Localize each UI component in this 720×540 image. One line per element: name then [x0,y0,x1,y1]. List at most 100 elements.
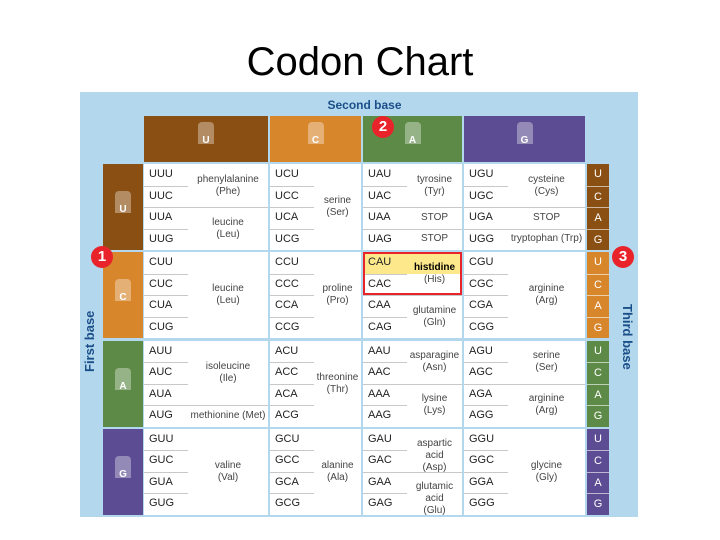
amino-acid-label: alanine (Ala) [314,460,361,484]
amino-acid-name: tryptophan (Trp) [510,233,583,245]
amino-acid-name: valine [214,459,242,471]
codon-cgc: CGC [469,277,494,290]
codon-divider [144,471,188,473]
codon-cac: CAC [368,277,392,290]
second-base-label: Second base [144,94,585,116]
codon-divider [363,273,407,275]
amino-acid-label: methionine (Met) [188,410,268,422]
amino-acid-label: lysine (Lys) [407,393,462,417]
amino-acid-label: arginine (Arg) [508,393,585,417]
amino-acid-name: asparagine [409,350,460,362]
amino-acid-name: lysine [421,393,448,405]
codon-divider [270,273,314,275]
codon-cgg: CGG [469,320,495,333]
codon-guc: GUC [149,454,174,467]
codon-divider [144,362,188,364]
nucleotide-icon [307,122,324,144]
amino-acid-abbr: (His) [423,273,446,285]
codon-cua: CUA [149,299,173,312]
codon-auu: AUU [149,344,173,357]
amino-acid-abbr: (Asp) [422,462,447,474]
amino-acid-label: leucine (Leu) [188,283,268,307]
codon-divider [270,316,314,318]
amino-acid-name: alanine [321,459,354,471]
amino-acid-name: tyrosine [416,173,452,185]
amino-acid-divider [508,207,585,208]
first-base-letter: G [119,468,127,480]
amino-acid-label: arginine (Arg) [508,283,585,307]
codon-divider [270,450,314,452]
amino-acid-label: aspartic acid (Asp) [407,438,462,474]
amino-acid-abbr: (Gln) [423,316,446,328]
codon-divider [144,273,188,275]
codon-ggu: GGU [469,432,495,445]
codon-divider [363,405,407,407]
codon-gga: GGA [469,475,494,488]
amino-acid-name: phenylalanine [197,173,259,185]
first-base-letter: U [119,204,127,215]
amino-acid-abbr: (Ser) [535,362,558,374]
nucleotide-icon [115,279,131,302]
codon-gau: GAU [368,432,392,445]
amino-acid-label: cysteine (Cys) [508,174,585,198]
amino-acid-label: STOP [508,212,585,224]
codon-ucg: UCG [275,232,300,245]
codon-divider [363,471,407,473]
codon-uca: UCA [275,211,299,223]
nucleotide-icon [115,455,131,478]
codon-divider [363,185,407,187]
codon-guu: GUU [149,432,174,445]
codon-divider [144,316,188,318]
amino-acid-name: methionine (Met) [190,409,266,421]
codon-ccu: CCU [275,256,299,269]
codon-agu: AGU [469,344,493,357]
first-base-letter: C [119,292,127,304]
codon-divider [270,207,314,208]
codon-acc: ACC [275,366,299,379]
amino-acid-abbr: (Leu) [216,295,240,307]
codon-ucc: UCC [275,189,299,202]
codon-uua: UUA [149,211,173,223]
amino-acid-abbr: (Glu) [423,505,446,517]
step-badge-2: 2 [372,116,394,138]
amino-acid-label: STOP [407,212,462,224]
codon-divider [144,295,188,297]
codon-divider [144,207,188,208]
slide-title: Codon Chart [246,40,474,84]
amino-acid-divider [188,405,268,407]
codon-aua: AUA [149,387,172,400]
amino-acid-abbr: (Ala) [326,471,349,483]
codon-aaa: AAA [368,387,391,400]
third-base-a: A [587,207,609,229]
amino-acid-divider [188,207,268,208]
amino-acid-abbr: (Gly) [535,471,558,483]
first-base-header-c: C [103,252,143,339]
codon-divider [464,405,508,407]
codon-divider [144,185,188,187]
codon-divider [144,228,188,230]
amino-acid-name: glutamine [412,304,457,316]
amino-acid-name: arginine [528,283,565,295]
codon-divider [270,228,314,230]
second-base-letter: U [202,135,210,146]
codon-ccc: CCC [275,277,299,290]
codon-auc: AUC [149,366,173,379]
third-base-u: U [587,164,609,186]
codon-divider [270,383,314,385]
codon-aga: AGA [469,387,493,400]
codon-divider [270,295,314,297]
codon-gua: GUA [149,475,173,488]
third-base-c: C [587,450,609,472]
second-base-header-u: U [144,116,268,162]
amino-acid-name: isoleucine [205,360,251,372]
amino-acid-name: serine [323,195,352,206]
codon-divider [363,316,407,318]
codon-ggg: GGG [469,497,495,510]
amino-acid-divider [508,228,585,230]
amino-acid-abbr: (Tyr) [424,185,445,197]
second-base-letter: G [520,135,529,146]
codon-cag: CAG [368,320,392,333]
amino-acid-abbr: (Cys) [534,185,559,197]
amino-acid-abbr: (Thr) [326,383,349,395]
